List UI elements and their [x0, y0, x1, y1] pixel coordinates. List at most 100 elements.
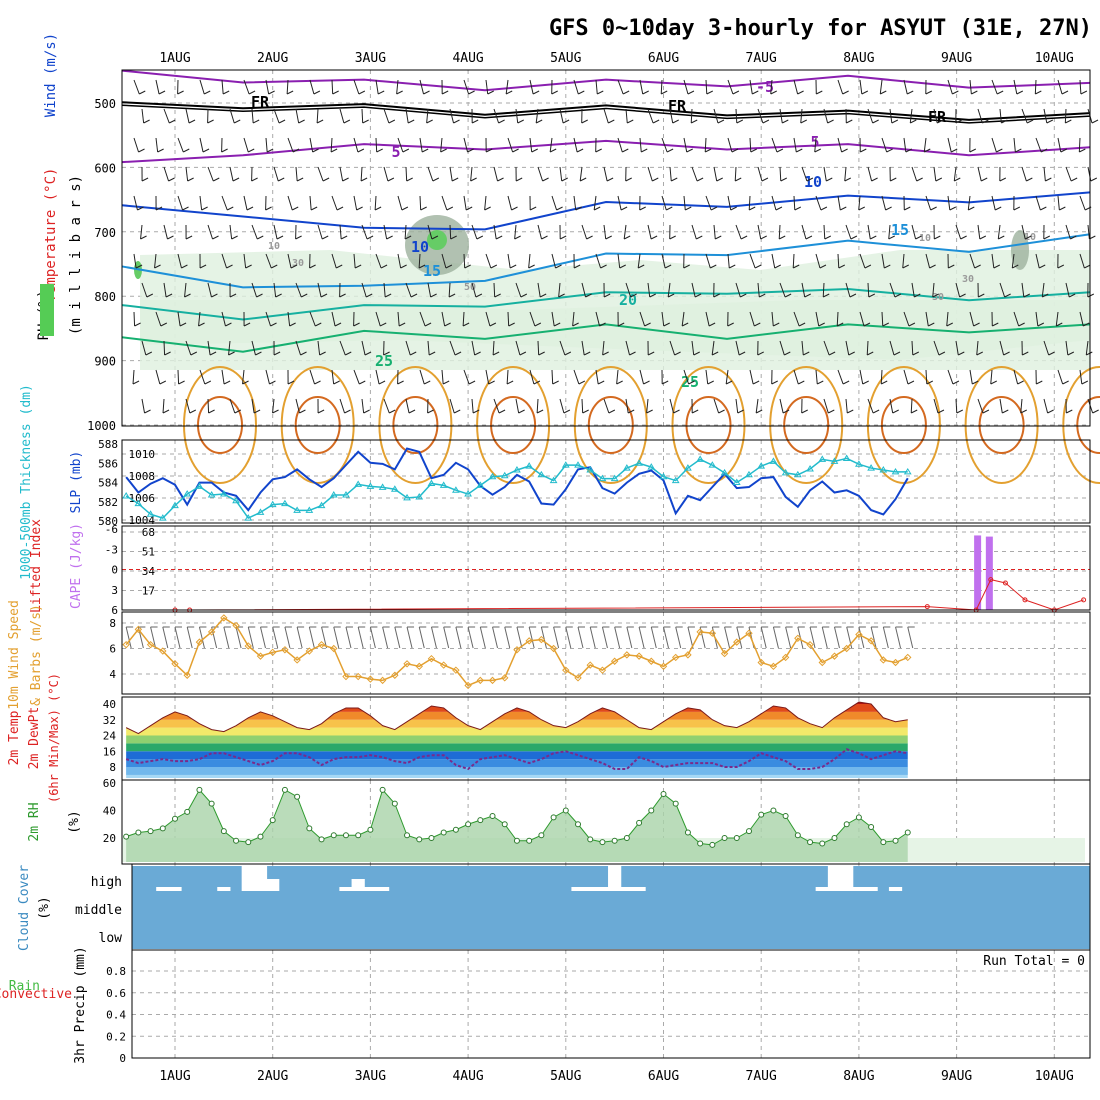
- surface-barb: [223, 626, 230, 649]
- slp-tick: 1010: [129, 448, 156, 461]
- wind-barb: [331, 253, 337, 269]
- cloud-bar: [339, 887, 353, 891]
- wind-barb: [535, 108, 539, 124]
- axis-label: Convective: [0, 987, 72, 1002]
- thickness-line: [125, 457, 908, 520]
- rh-marker: [330, 832, 337, 839]
- wind-barb: [1055, 311, 1059, 327]
- wind-barb: [666, 148, 674, 153]
- li-marker: [1002, 580, 1008, 586]
- wind-barb: [405, 108, 409, 124]
- li-marker: [988, 577, 994, 583]
- wind-barb: [1070, 177, 1078, 182]
- wind-barb: [330, 137, 333, 153]
- wind-barb: [672, 119, 679, 124]
- wind-barb: [248, 148, 255, 153]
- rh-marker: [758, 811, 765, 818]
- wind-barb: [860, 148, 867, 153]
- wind-barb: [815, 311, 820, 327]
- wind-barb: [472, 409, 480, 414]
- wind-barb: [801, 340, 804, 356]
- wind-barb: [801, 166, 808, 182]
- wind-barb: [911, 340, 914, 356]
- wind-barb: [163, 224, 168, 240]
- wind-barb: [982, 119, 989, 124]
- cloud-bar: [376, 887, 390, 891]
- heat-contour: [866, 366, 941, 484]
- thickness-marker: [317, 501, 326, 509]
- cloud-bar: [852, 887, 866, 891]
- wind-barb: [736, 119, 744, 124]
- wind-barb: [629, 351, 636, 356]
- thickness-marker: [366, 482, 375, 489]
- temp-tick: 32: [103, 714, 116, 727]
- wind-barb: [690, 119, 698, 124]
- wind-speed-marker: [794, 634, 802, 643]
- wind-barb: [445, 264, 453, 269]
- wind-barb: [669, 108, 674, 124]
- wind-barb: [637, 264, 645, 269]
- wind-barb: [617, 322, 625, 327]
- wind-barb: [451, 177, 459, 182]
- wind-barb: [916, 177, 923, 182]
- wind-barb: [493, 282, 496, 298]
- wind-barb: [779, 166, 782, 182]
- thickness-marker: [879, 466, 888, 473]
- thickness-marker: [500, 471, 509, 479]
- precip-tick: 0.2: [106, 1030, 126, 1043]
- wind-barb: [937, 409, 945, 414]
- wind-barb: [867, 166, 873, 182]
- wind-barb: [471, 398, 474, 414]
- wind-barb: [266, 148, 274, 153]
- cloud-bar: [363, 887, 378, 891]
- wind-barb: [317, 224, 323, 240]
- wind-barb: [427, 224, 433, 240]
- wind-barb: [639, 311, 646, 327]
- thickness-marker: [183, 490, 192, 497]
- wind-barb: [928, 322, 935, 327]
- wind-barb: [184, 282, 187, 298]
- thickness-marker: [232, 496, 240, 504]
- wind-barb: [1066, 409, 1073, 414]
- wind-barb: [276, 235, 284, 240]
- wind-barb: [441, 311, 446, 327]
- surface-barb: [516, 626, 523, 649]
- wind-barb: [444, 322, 451, 327]
- wind-barb: [793, 137, 797, 153]
- wind-barb: [639, 206, 646, 211]
- wind-barb: [622, 90, 630, 95]
- wind-barb: [520, 293, 528, 298]
- wind-barb: [204, 380, 212, 385]
- cloud-bar: [620, 887, 634, 891]
- wind-speed-marker: [879, 656, 888, 664]
- wind-barb: [933, 340, 940, 356]
- wind-barb: [822, 293, 830, 298]
- wind-barb: [946, 322, 953, 327]
- wind-barb: [661, 195, 667, 211]
- wind-barb: [514, 224, 517, 240]
- wind-barb: [363, 409, 370, 414]
- wind-barb: [713, 293, 720, 298]
- wind-barb: [189, 409, 197, 414]
- wind-barb: [333, 380, 340, 385]
- wind-barb: [188, 119, 196, 124]
- wind-barb: [627, 119, 634, 124]
- wind-barb: [383, 282, 386, 298]
- cloud-bar: [815, 887, 829, 891]
- wind-barb: [691, 282, 696, 298]
- wind-speed-marker: [232, 621, 240, 630]
- surface-barb: [443, 626, 450, 649]
- wind-barb: [977, 108, 983, 124]
- wind-barb: [383, 166, 389, 182]
- wind-barb: [199, 264, 207, 269]
- wind-barb: [652, 177, 659, 182]
- wind-barb: [1087, 293, 1095, 298]
- wind-barb: [925, 90, 933, 95]
- wind-barb: [1035, 90, 1042, 95]
- contour-label: 5: [810, 133, 819, 151]
- wind-barb: [691, 340, 695, 356]
- wind-barb: [309, 311, 316, 327]
- surface-barb: [565, 626, 572, 649]
- wind-barb: [331, 311, 336, 327]
- wind-barb: [529, 311, 536, 327]
